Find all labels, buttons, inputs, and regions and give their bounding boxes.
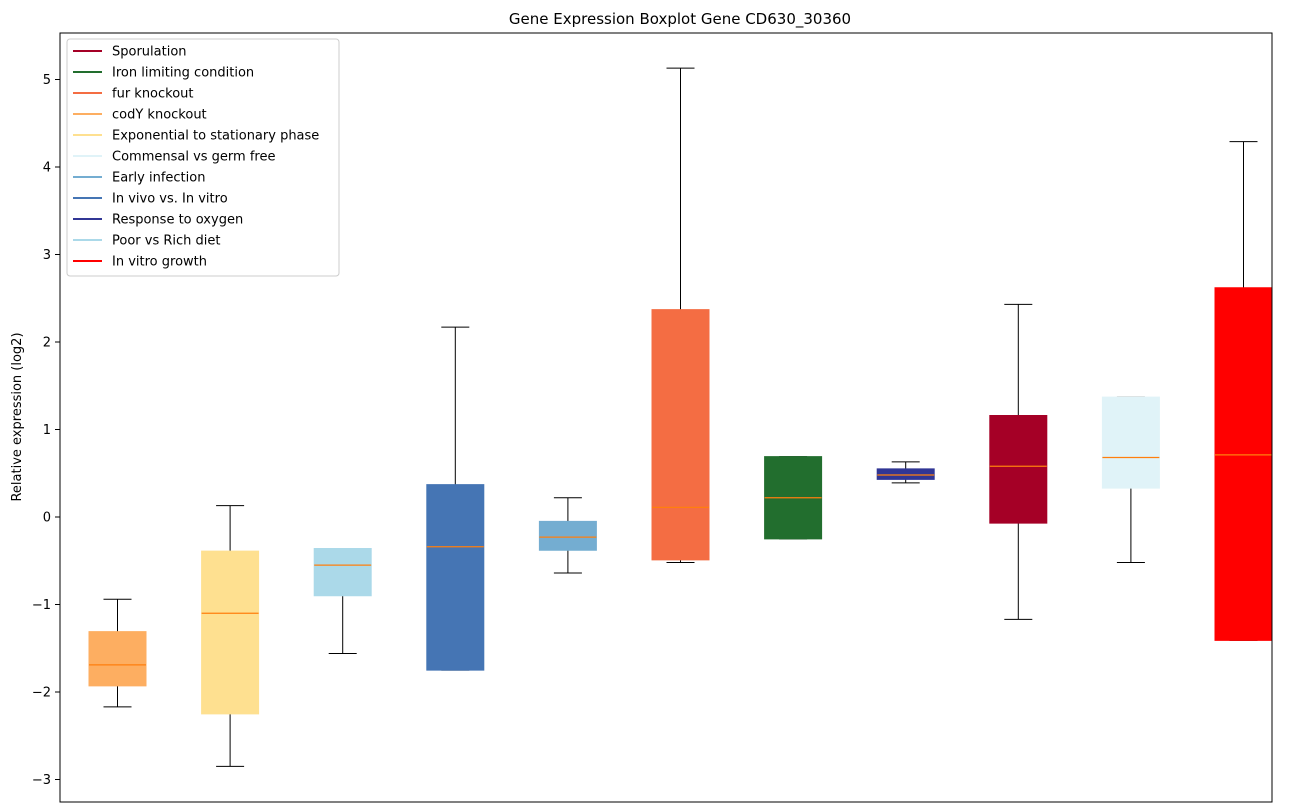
legend-label: fur knockout <box>112 87 194 102</box>
legend-label: Poor vs Rich diet <box>112 234 220 249</box>
y-axis: −3 −2 −1 0 1 2 3 4 5 <box>32 73 60 788</box>
boxes-group <box>88 67 1273 767</box>
legend-label: Iron limiting condition <box>112 66 254 81</box>
legend-label: In vivo vs. In vitro <box>112 192 228 207</box>
box-iron-limiting-condition <box>764 456 823 540</box>
iqr-box <box>538 520 597 551</box>
iqr-box <box>201 550 260 715</box>
iqr-box <box>1101 396 1160 489</box>
y-tick-label: 1 <box>43 423 51 438</box>
y-tick-label: −1 <box>32 598 51 613</box>
box-exponential-to-stationary-phase <box>201 505 260 767</box>
box-in-vitro-growth <box>1214 141 1273 641</box>
y-axis-label: Relative expression (log2) <box>10 332 25 501</box>
box-fur-knockout <box>651 67 710 563</box>
legend-item: Poor vs Rich diet <box>73 234 220 249</box>
chart-title: Gene Expression Boxplot Gene CD630_30360 <box>509 10 851 29</box>
box-response-to-oxygen <box>876 461 935 484</box>
legend-item: Iron limiting condition <box>73 66 254 81</box>
legend-label: Commensal vs germ free <box>112 150 275 165</box>
iqr-box <box>313 548 372 597</box>
y-tick-label: −2 <box>32 686 51 701</box>
iqr-box <box>989 415 1048 524</box>
legend-item: In vitro growth <box>73 255 207 270</box>
box-commensal-vs-germ-free <box>1101 396 1160 563</box>
legend-item: In vivo vs. In vitro <box>73 192 228 207</box>
iqr-box <box>426 484 485 671</box>
iqr-box <box>88 631 147 687</box>
legend-label: Sporulation <box>112 45 187 60</box>
legend-label: codY knockout <box>112 108 207 123</box>
legend-label: Early infection <box>112 171 205 186</box>
legend-item: codY knockout <box>73 108 207 123</box>
y-tick-label: 0 <box>43 511 51 526</box>
y-tick-label: 5 <box>43 73 51 88</box>
legend-label: Response to oxygen <box>112 213 243 228</box>
legend-item: Commensal vs germ free <box>73 150 275 165</box>
y-tick-label: 4 <box>43 161 51 176</box>
legend-item: Response to oxygen <box>73 213 243 228</box>
plot-frame <box>59 32 1273 803</box>
iqr-box <box>876 468 935 480</box>
y-tick-label: 3 <box>43 248 51 263</box>
box-in-vivo-vs-in-vitro <box>426 326 485 671</box>
legend-item: fur knockout <box>73 87 194 102</box>
y-tick-label: −3 <box>32 773 51 788</box>
box-cody-knockout <box>88 598 147 708</box>
iqr-box <box>651 309 710 561</box>
box-poor-vs-rich-diet <box>313 548 372 654</box>
iqr-box <box>1214 287 1273 641</box>
legend-item: Early infection <box>73 171 205 186</box>
legend-label: Exponential to stationary phase <box>112 129 319 144</box>
box-early-infection <box>538 497 597 574</box>
legend: Sporulation Iron limiting condition fur kn… <box>66 38 340 277</box>
legend-box <box>66 38 340 277</box>
y-tick-label: 2 <box>43 336 51 351</box>
legend-item: Exponential to stationary phase <box>73 129 319 144</box>
legend-item: Sporulation <box>73 45 187 60</box>
box-sporulation <box>989 303 1048 620</box>
legend-label: In vitro growth <box>112 255 207 270</box>
